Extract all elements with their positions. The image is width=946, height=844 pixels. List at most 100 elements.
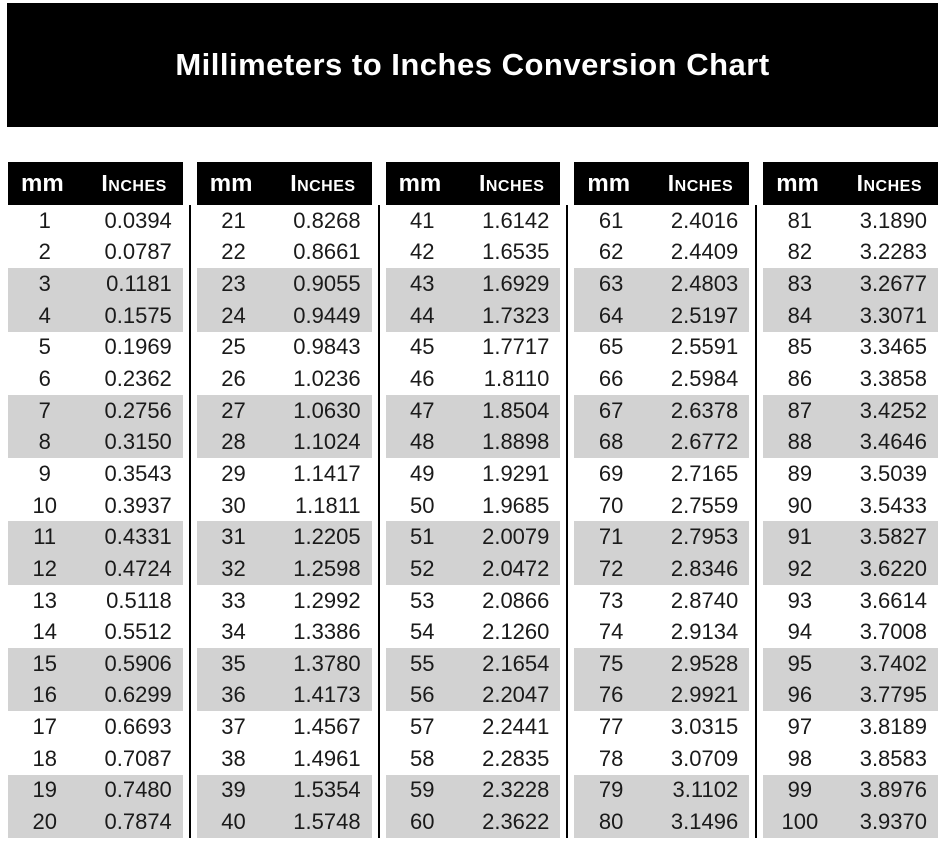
mm-value: 75 [598, 650, 624, 676]
table-row: 13 0.5118 [8, 585, 183, 617]
table-row: 34 1.3386 [197, 616, 372, 648]
table-row: 9 0.3543 [8, 458, 183, 490]
table-row: 1 0.0394 [8, 205, 183, 237]
table-row: 43 1.6929 [385, 268, 561, 300]
table-column-body: 1 0.0394 2 0.0787 3 0.1181 4 0.1575 5 0.1969 6 0.23… [8, 205, 183, 838]
inches-value: 3.3071 [859, 302, 927, 328]
inches-value: 0.7874 [104, 808, 172, 834]
inches-value: 1.3386 [293, 619, 361, 645]
table-row: 44 1.7323 [385, 299, 561, 332]
mm-value: 36 [221, 682, 246, 708]
table-row: 5 0.1969 [8, 332, 183, 364]
table-column-group-5: mm Inches 81 3.1890 82 3.2283 83 3.2677 84 3.30… [763, 162, 938, 838]
mm-value: 9 [38, 460, 51, 486]
inches-value: 0.0394 [104, 207, 172, 233]
mm-value: 90 [787, 492, 813, 518]
inches-value: 2.3622 [482, 808, 550, 834]
inches-value: 1.1417 [293, 460, 361, 486]
mm-value: 33 [221, 587, 246, 613]
mm-value: 21 [221, 207, 246, 233]
mm-value: 65 [598, 334, 624, 360]
mm-value: 32 [221, 555, 246, 581]
inches-value: 3.5827 [859, 524, 927, 550]
table-row: 16 0.6299 [8, 679, 183, 712]
inches-value: 0.5512 [104, 619, 172, 645]
inches-value: 0.7087 [104, 745, 172, 771]
mm-value: 49 [410, 460, 435, 486]
inches-value: 2.9134 [670, 619, 739, 645]
mm-value: 95 [787, 650, 813, 676]
table-row: 65 2.5591 [574, 332, 749, 364]
table-column-group-2: mm Inches 21 0.8268 22 0.8661 23 0.9055 24 0.94… [196, 162, 380, 838]
table-column-body: 81 3.1890 82 3.2283 83 3.2677 84 3.3071 85 3.3465… [763, 205, 938, 838]
inches-value: 0.0787 [104, 239, 172, 265]
table-row: 59 2.3228 [385, 774, 561, 807]
table-row: 84 3.3071 [763, 299, 938, 332]
mm-value: 70 [598, 492, 624, 518]
table-row: 96 3.7795 [763, 679, 938, 712]
mm-value: 37 [221, 714, 246, 740]
table-row: 97 3.8189 [763, 711, 938, 743]
mm-value: 30 [221, 492, 246, 518]
inches-value: 1.4173 [293, 682, 361, 708]
mm-value: 8 [38, 429, 51, 455]
table-row: 40 1.5748 [196, 806, 372, 838]
table-column-body: 61 2.4016 62 2.4409 63 2.4803 64 2.5197 65 2.5591… [574, 205, 750, 838]
table-row: 87 3.4252 [763, 394, 938, 427]
table-row: 3 0.1181 [8, 268, 183, 300]
table-column-group-3: mm Inches 41 1.6142 42 1.6535 43 1.6929 44 1.73… [385, 162, 569, 838]
inches-value: 0.4331 [104, 524, 172, 550]
table-row: 68 2.6772 [574, 426, 750, 459]
inches-value: 0.1575 [104, 302, 172, 328]
table-header-row: mm Inches [763, 162, 938, 205]
table-row: 30 1.1811 [197, 490, 372, 522]
mm-value: 39 [221, 777, 246, 803]
inches-value: 2.0079 [482, 524, 550, 550]
table-row: 63 2.4803 [574, 268, 750, 300]
mm-value: 13 [32, 587, 57, 613]
mm-value: 78 [598, 745, 624, 771]
inches-value: 1.1024 [293, 429, 361, 455]
mm-value: 61 [598, 207, 624, 233]
table-row: 98 3.8583 [763, 743, 938, 775]
mm-value: 15 [32, 650, 57, 676]
inches-value: 2.6772 [670, 429, 739, 455]
inches-value: 1.4961 [293, 745, 361, 771]
table-row: 33 1.2992 [197, 585, 372, 617]
mm-value: 20 [32, 808, 57, 834]
inches-value: 3.6614 [859, 587, 927, 613]
mm-value: 52 [410, 555, 435, 581]
mm-value: 53 [410, 587, 435, 613]
mm-value: 58 [410, 745, 435, 771]
page-title: Millimeters to Inches Conversion Chart [175, 47, 770, 82]
mm-value: 11 [33, 524, 57, 550]
inches-value: 3.1102 [672, 777, 739, 803]
mm-value: 16 [32, 682, 57, 708]
inches-value: 1.5354 [293, 777, 361, 803]
mm-value: 83 [787, 271, 813, 297]
inches-value: 0.9055 [293, 271, 361, 297]
mm-value: 77 [598, 714, 624, 740]
mm-value: 93 [787, 587, 813, 613]
mm-value: 68 [598, 429, 624, 455]
inches-value: 2.7559 [670, 492, 739, 518]
inches-value: 3.5433 [859, 492, 927, 518]
mm-value: 66 [598, 366, 624, 392]
mm-value: 2 [38, 239, 51, 265]
inches-value: 0.8661 [293, 239, 361, 265]
table-row: 12 0.4724 [8, 553, 183, 585]
mm-value: 23 [221, 271, 246, 297]
inches-value: 3.9370 [859, 808, 927, 834]
table-row: 77 3.0315 [574, 711, 749, 743]
table-row: 27 1.0630 [196, 394, 372, 427]
inches-value: 0.3937 [104, 492, 172, 518]
mm-value: 98 [787, 745, 813, 771]
table-row: 18 0.7087 [8, 743, 183, 775]
table-row: 62 2.4409 [574, 237, 749, 269]
mm-value: 46 [410, 366, 435, 392]
mm-value: 62 [598, 239, 624, 265]
mm-value: 89 [787, 460, 813, 486]
inches-column-header: Inches [667, 170, 734, 196]
inches-value: 2.4016 [670, 207, 739, 233]
mm-value: 4 [38, 302, 51, 328]
